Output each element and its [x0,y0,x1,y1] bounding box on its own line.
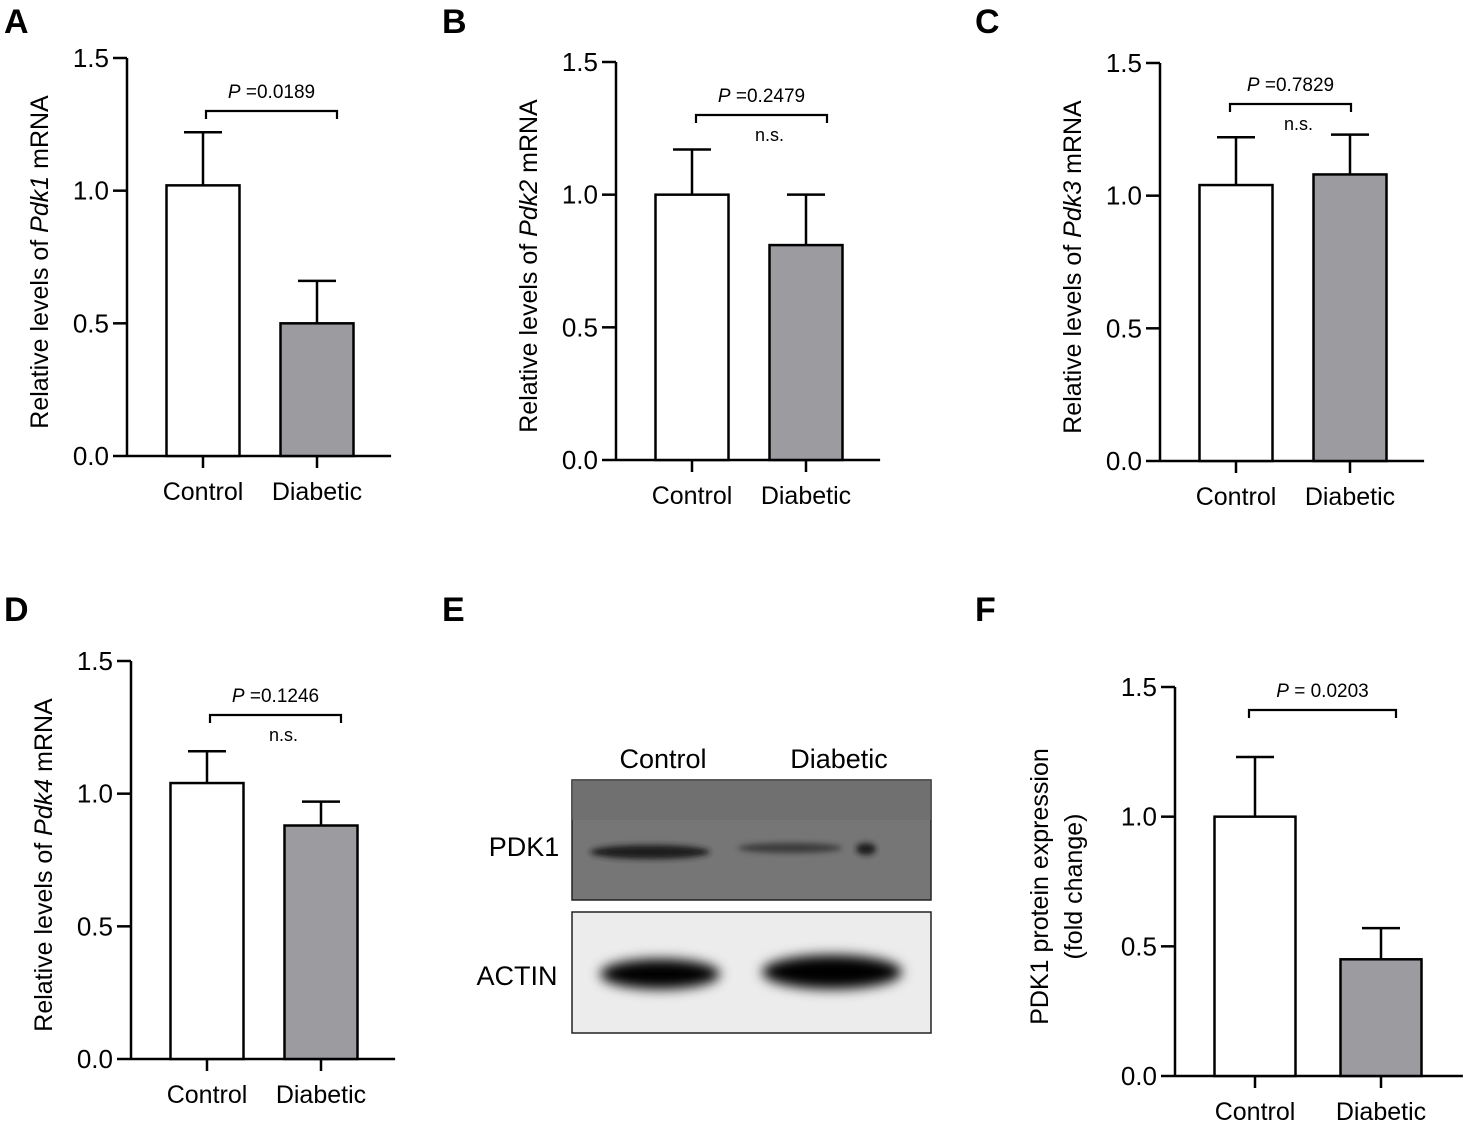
panel-b: B 0.0 0.5 1.0 1.5 Control Diabetic P =0.2479 n.… [442,3,881,510]
bar [1198,183,1274,463]
y-axis-label: PDK1 protein expression [1026,748,1054,1025]
ns-label: n.s. [1284,114,1313,134]
x-tick-label: Diabetic [276,1081,366,1109]
bar [165,184,241,458]
x-tick-label: Diabetic [1305,483,1395,511]
y-tick-label: 1.0 [562,180,598,210]
y-axis-label: Relative levels of Pdk4 mRNA [30,698,58,1032]
y-tick-label: 0.0 [1106,446,1142,476]
y-tick-label: 0.5 [1121,931,1157,961]
y-tick-label: 1.0 [73,176,109,206]
y-tick-label: 0.0 [1121,1061,1157,1091]
panel-d: D 0.0 0.5 1.0 1.5 Control Diabetic P =0.1246 n.… [4,591,396,1109]
y-tick-label: 0.5 [73,308,109,338]
x-tick-label: Control [167,1081,248,1109]
x-tick-label: Control [163,478,244,506]
bar [1312,173,1388,463]
blot-lane-label: Control [619,744,706,774]
y-tick-label: 1.5 [1106,48,1142,78]
p-value-label: P =0.0189 [228,82,315,103]
y-tick-label: 1.5 [77,646,113,676]
significance-bracket [1247,708,1398,718]
panel-letter: A [4,3,29,41]
bar [283,824,359,1061]
blot-lane-label: Diabetic [790,744,888,774]
p-value-label: P = 0.0203 [1276,681,1368,702]
y-tick-label: 0.0 [73,441,109,471]
bar-chart: 0.0 0.5 1.0 1.5 Control Diabetic P =0.2479 n.s.… [515,47,881,510]
x-tick-label: Diabetic [761,482,851,510]
significance-bracket [694,113,829,123]
y-axis-label: Relative levels of Pdk1 mRNA [26,95,54,429]
ns-label: n.s. [755,125,784,145]
significance-bracket [208,713,343,723]
y-tick-label: 0.5 [562,312,598,342]
y-tick-label: 0.5 [1106,313,1142,343]
bar [654,193,730,462]
significance-bracket [204,109,339,119]
significance-bracket [1228,102,1353,112]
bar-chart: 0.0 0.5 1.0 1.5 Control Diabetic P = 0.0203 PDK… [1026,672,1463,1126]
y-axis-label: Relative levels of Pdk3 mRNA [1059,100,1087,434]
bar [169,781,245,1061]
blot-row-label: ACTIN [477,961,558,991]
y-tick-label: 0.0 [562,445,598,475]
panel-letter: D [4,591,29,629]
p-value-label: P =0.7829 [1247,75,1334,96]
panel-e: E Control Diabetic PDK1 ACTIN [442,591,932,1034]
pdk1-blot-image [571,779,932,901]
panel-a: A 0.0 0.5 1.0 1.5 Control Diabetic P =0.0189 Re… [4,3,392,506]
panel-letter: B [442,3,467,41]
y-tick-label: 1.5 [562,47,598,77]
x-tick-label: Diabetic [1336,1098,1426,1126]
x-tick-label: Control [1215,1098,1296,1126]
bar [1213,815,1297,1078]
x-tick-label: Control [1196,483,1277,511]
blot-row-label: PDK1 [489,832,560,862]
y-tick-label: 1.5 [73,43,109,73]
y-tick-label: 1.0 [1106,181,1142,211]
panel-letter: F [975,591,996,629]
bar-chart: 0.0 0.5 1.0 1.5 Control Diabetic P =0.7829 n.s.… [1059,48,1425,511]
y-axis-label: (fold change) [1060,814,1088,960]
x-tick-label: Diabetic [272,478,362,506]
bar [279,322,355,458]
y-tick-label: 0.0 [77,1044,113,1074]
bar-chart: 0.0 0.5 1.0 1.5 Control Diabetic P =0.0189 Rela… [26,43,392,506]
p-value-label: P =0.1246 [232,686,319,707]
x-tick-label: Control [652,482,733,510]
p-value-label: P =0.2479 [718,86,805,107]
panel-f: F 0.0 0.5 1.0 1.5 Control Diabetic P = 0.0203 P… [975,591,1463,1126]
y-tick-label: 1.0 [1121,802,1157,832]
panel-c: C 0.0 0.5 1.0 1.5 Control Diabetic P =0.7829 n.… [975,3,1425,511]
panel-letter: E [442,591,465,629]
panel-letter: C [975,3,1000,41]
bar [1339,958,1423,1078]
y-tick-label: 1.0 [77,779,113,809]
ns-label: n.s. [269,725,298,745]
y-tick-label: 0.5 [77,911,113,941]
bar [768,243,844,462]
y-tick-label: 1.5 [1121,672,1157,702]
bar-chart: 0.0 0.5 1.0 1.5 Control Diabetic P =0.1246 n.s.… [30,646,396,1109]
actin-blot-image [571,911,932,1034]
y-axis-label: Relative levels of Pdk2 mRNA [515,99,543,433]
